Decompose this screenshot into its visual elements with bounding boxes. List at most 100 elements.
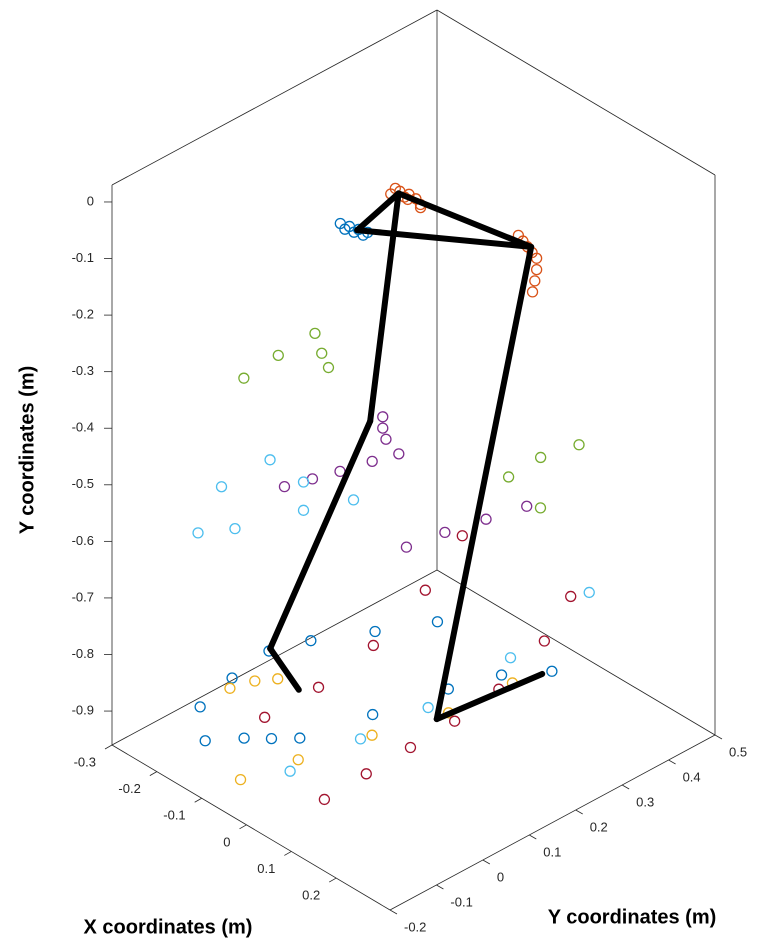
marker bbox=[573, 439, 585, 451]
y-tick-label: -0.5 bbox=[72, 476, 94, 491]
z-tick-label: 0.3 bbox=[636, 794, 654, 809]
marker bbox=[546, 665, 558, 677]
marker bbox=[360, 768, 372, 780]
marker bbox=[316, 347, 328, 359]
marker bbox=[318, 793, 331, 806]
marker bbox=[369, 625, 381, 638]
marker bbox=[565, 590, 577, 603]
y-tick-label: -0.8 bbox=[72, 646, 94, 661]
marker bbox=[294, 732, 306, 744]
x-tick bbox=[194, 797, 202, 803]
y-tick-label: 0 bbox=[87, 193, 94, 208]
x-tick bbox=[284, 851, 292, 856]
x-tick bbox=[239, 824, 247, 830]
z-tick-label: 0.4 bbox=[683, 769, 701, 784]
marker bbox=[431, 616, 444, 628]
marker bbox=[278, 480, 291, 493]
z-tick bbox=[668, 759, 676, 765]
marker bbox=[495, 669, 508, 681]
marker bbox=[224, 682, 236, 694]
marker bbox=[297, 476, 310, 488]
marker bbox=[377, 411, 389, 423]
marker bbox=[456, 530, 468, 542]
marker bbox=[354, 733, 367, 745]
marker bbox=[309, 327, 321, 340]
y-tick-label: -0.3 bbox=[72, 363, 94, 378]
marker bbox=[404, 741, 417, 754]
z-tick bbox=[714, 734, 723, 740]
marker bbox=[215, 481, 228, 493]
y-tick-label: -0.4 bbox=[72, 420, 94, 435]
marker bbox=[194, 701, 206, 713]
marker bbox=[265, 732, 278, 745]
marker bbox=[502, 471, 515, 483]
x-axis-label: X coordinates (m) bbox=[84, 916, 253, 938]
marker bbox=[292, 754, 304, 766]
marker bbox=[259, 711, 271, 723]
skeleton-segment bbox=[367, 190, 402, 425]
skeleton-segment bbox=[354, 227, 535, 250]
x-tick-label: -0.2 bbox=[118, 781, 140, 796]
x-tick-label: 0.2 bbox=[302, 888, 320, 903]
marker bbox=[529, 275, 541, 287]
skeleton-segment bbox=[433, 243, 535, 723]
y-tick-label: -0.1 bbox=[72, 250, 94, 265]
x-tick-label: -0.3 bbox=[74, 754, 96, 769]
marker bbox=[480, 513, 492, 525]
marker bbox=[366, 729, 378, 741]
marker bbox=[199, 735, 211, 747]
marker bbox=[400, 541, 413, 553]
skeleton-segment bbox=[395, 190, 535, 250]
y-tick-label: -0.7 bbox=[72, 589, 94, 604]
marker bbox=[367, 708, 379, 721]
x-tick bbox=[104, 744, 113, 750]
marker bbox=[526, 286, 539, 298]
marker bbox=[504, 652, 517, 664]
z-tick bbox=[436, 884, 444, 890]
marker bbox=[312, 681, 325, 693]
axis-box bbox=[436, 9, 716, 176]
marker bbox=[238, 372, 250, 384]
marker bbox=[530, 263, 543, 276]
z-tick bbox=[389, 909, 398, 915]
marker bbox=[521, 500, 533, 512]
x-tick bbox=[328, 877, 337, 883]
y-axis-label: Y coordinates (m) bbox=[16, 366, 38, 535]
marker bbox=[249, 675, 261, 687]
z-axis-label: Y coordinates (m) bbox=[548, 906, 717, 928]
skeleton-segment bbox=[267, 645, 302, 693]
marker bbox=[297, 504, 310, 516]
marker bbox=[367, 639, 380, 652]
marker bbox=[192, 527, 204, 539]
z-tick bbox=[529, 834, 537, 840]
marker bbox=[538, 635, 551, 647]
x-tick-label: 0 bbox=[223, 834, 230, 849]
marker bbox=[272, 349, 284, 362]
marker bbox=[380, 433, 392, 445]
y-tick-label: -0.2 bbox=[72, 307, 94, 322]
marker bbox=[305, 635, 317, 647]
x-tick-label: 0.1 bbox=[257, 861, 275, 876]
x-tick bbox=[149, 771, 158, 776]
skeleton-segment bbox=[267, 418, 374, 652]
axis-box bbox=[389, 734, 716, 911]
y-tick-label: -0.9 bbox=[72, 702, 94, 717]
z-tick-label: 0.2 bbox=[590, 819, 608, 834]
axis-box bbox=[111, 9, 438, 186]
marker bbox=[272, 673, 284, 685]
marker bbox=[234, 773, 247, 786]
marker bbox=[264, 454, 276, 466]
x-tick-label: -0.1 bbox=[163, 808, 185, 823]
z-tick bbox=[482, 859, 491, 865]
marker bbox=[448, 715, 461, 727]
marker bbox=[377, 422, 389, 434]
z-tick-label: -0.2 bbox=[404, 919, 426, 934]
z-tick-label: 0.1 bbox=[543, 844, 561, 859]
marker bbox=[583, 586, 595, 599]
y-tick-label: -0.6 bbox=[72, 533, 94, 548]
z-tick-label: 0.5 bbox=[729, 744, 747, 759]
marker bbox=[322, 361, 335, 374]
z-tick-label: -0.1 bbox=[450, 894, 472, 909]
marker bbox=[366, 455, 378, 468]
